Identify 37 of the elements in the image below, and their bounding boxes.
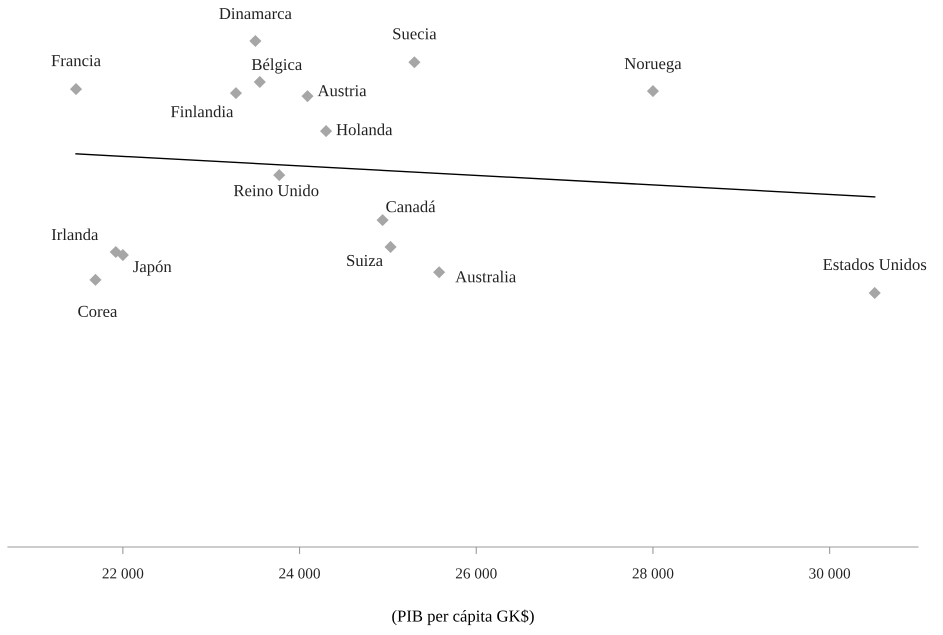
annotation: Reino Unido bbox=[234, 184, 318, 196]
annotation: Holanda bbox=[336, 124, 392, 136]
annotation: Dinamarca bbox=[219, 8, 292, 20]
annotation: Irlanda bbox=[52, 228, 98, 240]
annotation: Francia bbox=[52, 55, 101, 66]
point bbox=[70, 83, 82, 96]
point bbox=[254, 76, 266, 88]
x-axis-title: (PIB per cápita GK$) bbox=[392, 609, 534, 626]
annotation: Austria bbox=[318, 85, 366, 96]
x-tick-label: 22 000 bbox=[102, 568, 144, 579]
x-tick-label: 30 000 bbox=[809, 568, 850, 579]
annotation: Japón bbox=[133, 260, 172, 276]
x-tick-label: 24 000 bbox=[279, 568, 320, 579]
point bbox=[433, 266, 446, 278]
annotation: Australia bbox=[455, 270, 516, 282]
annotation: Finlandia bbox=[170, 106, 234, 118]
point bbox=[230, 87, 242, 100]
point bbox=[646, 85, 660, 98]
annotation: Suecia bbox=[393, 28, 436, 40]
point bbox=[301, 90, 314, 102]
point bbox=[376, 214, 389, 226]
x-tick-label: 26 000 bbox=[456, 568, 497, 579]
point bbox=[320, 125, 332, 138]
point bbox=[116, 248, 129, 262]
annotation: Suiza bbox=[347, 254, 383, 266]
point bbox=[89, 274, 102, 286]
point bbox=[273, 169, 286, 182]
annotation: Noruega bbox=[624, 58, 682, 73]
x-tick-label: 28 000 bbox=[632, 568, 674, 579]
point bbox=[384, 240, 397, 253]
point bbox=[249, 34, 262, 48]
annotation: Canadá bbox=[386, 200, 436, 212]
point bbox=[408, 56, 420, 68]
annotation: Bélgica bbox=[252, 58, 302, 74]
point bbox=[868, 286, 881, 300]
annotation: Estados Unidos bbox=[823, 258, 926, 270]
annotation: Corea bbox=[78, 306, 118, 318]
